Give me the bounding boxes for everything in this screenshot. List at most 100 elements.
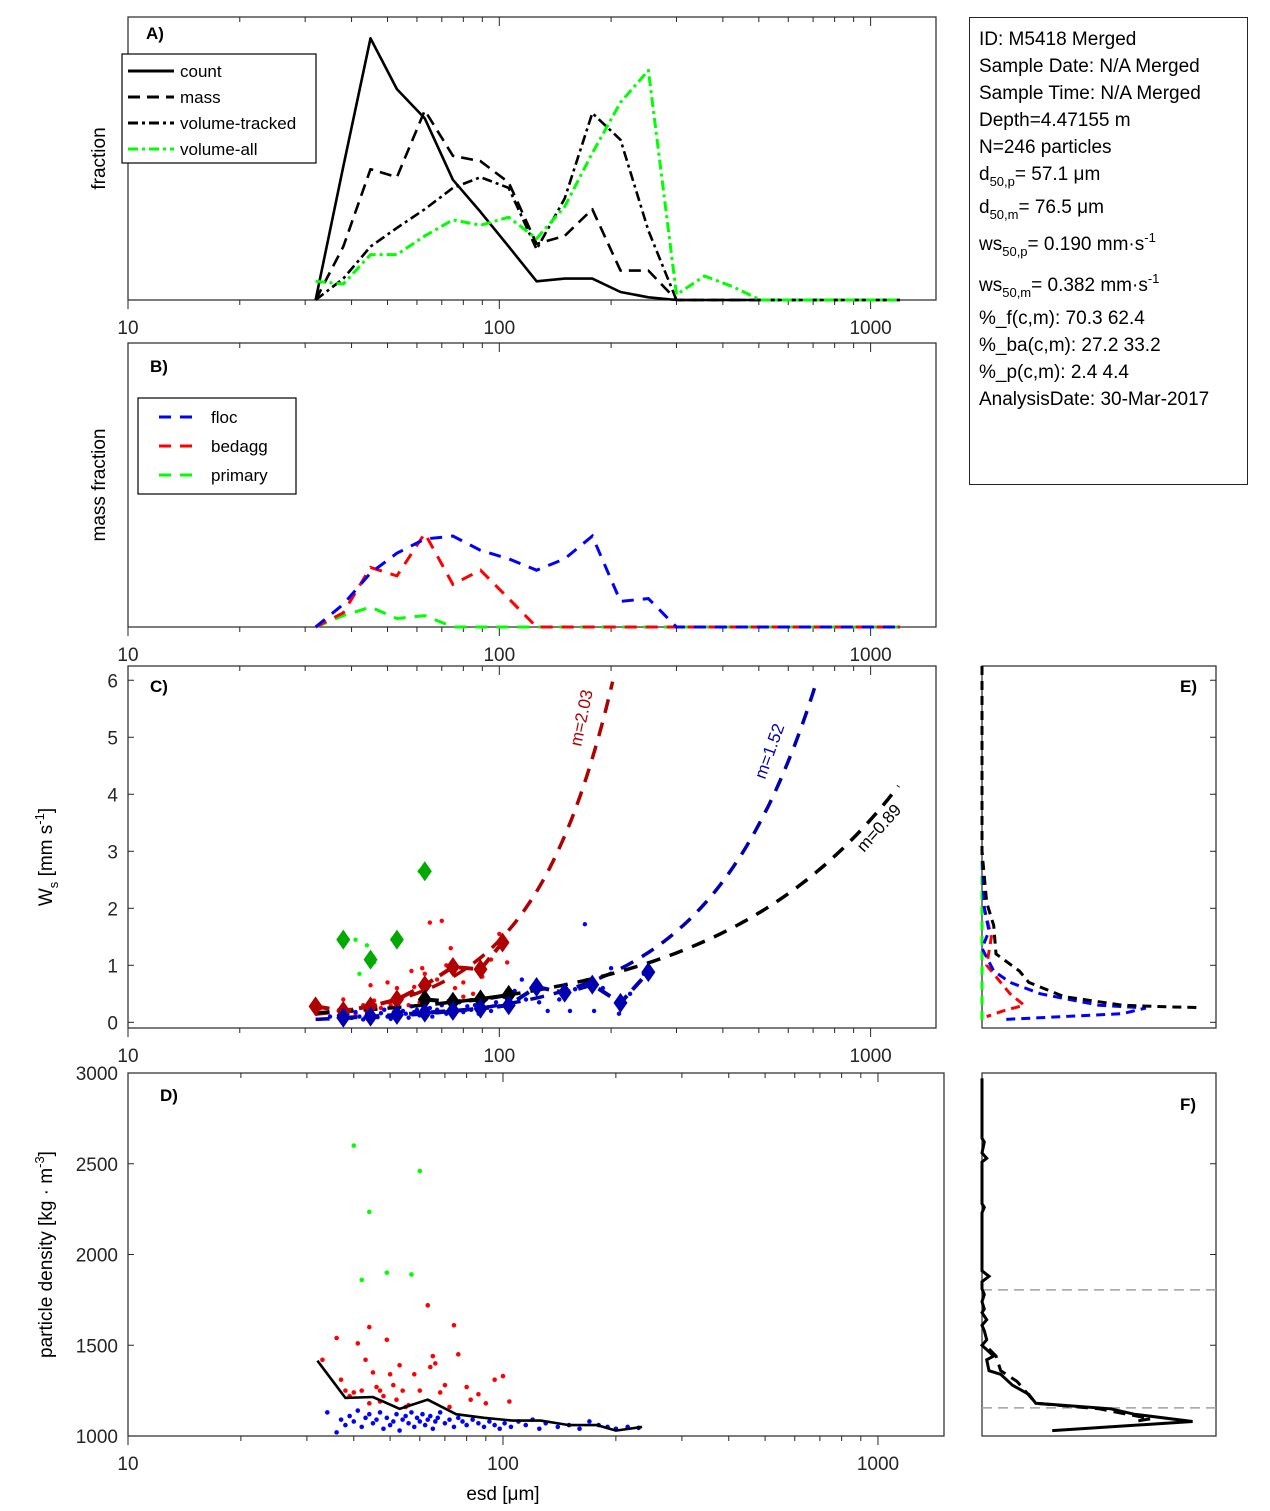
- panel-f-axes: F): [979, 1072, 1217, 1437]
- panel-e-axes: E): [980, 665, 1217, 1029]
- series-mass: [314, 109, 900, 302]
- scatter-point-bedagg: [461, 994, 466, 999]
- panel-label: E): [1180, 677, 1197, 696]
- y-tick-label: 6: [107, 671, 118, 692]
- series-bedagg: [980, 666, 1028, 1019]
- median-density-line: [316, 1359, 643, 1432]
- scatter-point-floc: [523, 1422, 529, 1428]
- y-tick-label: 2: [107, 899, 118, 920]
- scatter-point-floc: [359, 1424, 365, 1430]
- info-d50p-value: = 57.1 μm: [1014, 164, 1101, 185]
- scatter-point-primary: [353, 937, 358, 942]
- scatter-point-primary: [359, 1277, 365, 1283]
- binned-marker-bedagg: [495, 932, 510, 953]
- info-d50p-symbol: d: [979, 164, 990, 185]
- scatter-point-bedagg: [355, 1341, 361, 1346]
- scatter-point-primary: [364, 943, 370, 948]
- x-tick-label: 10: [117, 318, 138, 339]
- scatter-point-bedagg: [434, 977, 440, 982]
- scatter-point-floc: [378, 1010, 384, 1016]
- binned-marker-floc: [389, 1004, 404, 1025]
- binned-marker-primary: [363, 949, 378, 970]
- binned-marker-bedagg: [473, 959, 488, 980]
- panel-d-axes: 10 100 1000 1000 1500 2000 2500 3000 particle de…: [32, 1064, 945, 1505]
- info-primary-pct: %_p(c,m): 2.4 4.4: [979, 362, 1129, 383]
- scatter-point-floc: [608, 965, 614, 971]
- info-depth: Depth=4.47155 m: [979, 110, 1131, 131]
- scatter-point-bedagg: [374, 1384, 379, 1390]
- scatter-point-primary: [357, 971, 362, 977]
- scatter-point-floc: [387, 1422, 393, 1428]
- binned-marker-primary: [389, 929, 404, 950]
- series-bedagg: [314, 530, 900, 629]
- scatter-point-primary: [417, 1168, 423, 1174]
- scatter-point-floc: [508, 1424, 514, 1430]
- legend-label-mass: mass: [180, 88, 221, 107]
- info-bedagg-pct: %_ba(c,m): 27.2 33.2: [979, 335, 1161, 356]
- panel-label: D): [160, 1086, 178, 1105]
- scatter-point-floc: [400, 1417, 405, 1422]
- binned-marker-floc: [557, 982, 572, 1003]
- scatter-point-floc: [374, 1417, 379, 1422]
- scatter-point-floc: [414, 1415, 420, 1421]
- scatter-point-floc: [338, 1417, 344, 1422]
- scatter-point-bedagg: [384, 1337, 390, 1343]
- scatter-point-bedagg: [433, 1361, 438, 1366]
- scatter-point-bedagg: [381, 1393, 386, 1399]
- scatter-point-bedagg: [455, 1352, 461, 1357]
- panel-c-plot-area: [308, 680, 900, 1028]
- scatter-point-floc: [347, 1413, 352, 1419]
- panel-a-axes: 10 100 1000 fraction A) count mass volume-track…: [89, 16, 937, 339]
- scatter-point-floc: [430, 1426, 436, 1432]
- info-ws50m-sub: 50,m: [1002, 285, 1032, 300]
- scatter-point-bedagg: [437, 1390, 443, 1395]
- binned-line-floc: [343, 970, 650, 1020]
- info-id: ID: M5418 Merged: [979, 29, 1137, 50]
- y-tick-label: 1: [107, 956, 118, 977]
- scatter-point-bedagg: [492, 1377, 497, 1383]
- legend-label-floc: floc: [211, 408, 238, 427]
- fit-label-floc: m=1.52: [751, 721, 788, 781]
- scatter-point-bedagg: [439, 918, 444, 924]
- scatter-point-floc: [334, 1430, 339, 1435]
- y-axis-label: particle density [kg · m-3]: [32, 1151, 57, 1358]
- scatter-point-bedagg: [420, 965, 425, 971]
- scatter-point-floc: [492, 1422, 497, 1428]
- floc-fit-curve: [315, 680, 819, 1022]
- scatter-point-bedagg: [500, 1373, 506, 1379]
- y-axis-label: fraction: [89, 127, 110, 189]
- scatter-point-bedagg: [363, 1357, 368, 1363]
- binned-marker-floc: [613, 992, 628, 1013]
- scatter-point-floc: [435, 1415, 441, 1421]
- scatter-point-floc: [406, 1015, 411, 1020]
- binned-marker-bedagg: [389, 989, 404, 1010]
- scatter-point-floc: [481, 1424, 487, 1430]
- scatter-point-floc: [397, 1428, 402, 1433]
- y-tick-label: 1500: [76, 1336, 118, 1357]
- info-ws50p-sub: 50,p: [1002, 244, 1028, 259]
- y-tick-label: 4: [107, 785, 118, 806]
- scatter-point-floc: [382, 1007, 387, 1012]
- series-count: [314, 36, 900, 302]
- x-tick-label: 1000: [849, 318, 891, 339]
- scatter-point-bedagg: [334, 1335, 339, 1341]
- info-analysis-date: AnalysisDate: 30-Mar-2017: [979, 389, 1210, 410]
- y-tick-label: 2000: [76, 1246, 118, 1267]
- panel-label: F): [1180, 1095, 1196, 1114]
- scatter-point-floc: [464, 1422, 469, 1428]
- plot-frame: [981, 665, 1217, 1029]
- panel-label: B): [150, 357, 168, 376]
- scatter-point-floc: [442, 1420, 448, 1426]
- scatter-point-floc: [523, 997, 529, 1002]
- scatter-point-bedagg: [359, 1388, 365, 1393]
- scatter-point-floc: [370, 1420, 376, 1426]
- scatter-point-bedagg: [425, 1303, 431, 1308]
- scatter-point-bedagg: [409, 968, 414, 974]
- info-d50p-sub: 50,p: [989, 174, 1015, 189]
- scatter-point-floc: [455, 1415, 461, 1421]
- binned-marker-floc: [336, 1007, 351, 1028]
- fit-label-all: m=0.89: [853, 800, 905, 855]
- info-ws50m-symbol: ws: [979, 275, 1003, 296]
- scatter-point-bedagg: [351, 1390, 357, 1395]
- panel-label: C): [150, 677, 168, 696]
